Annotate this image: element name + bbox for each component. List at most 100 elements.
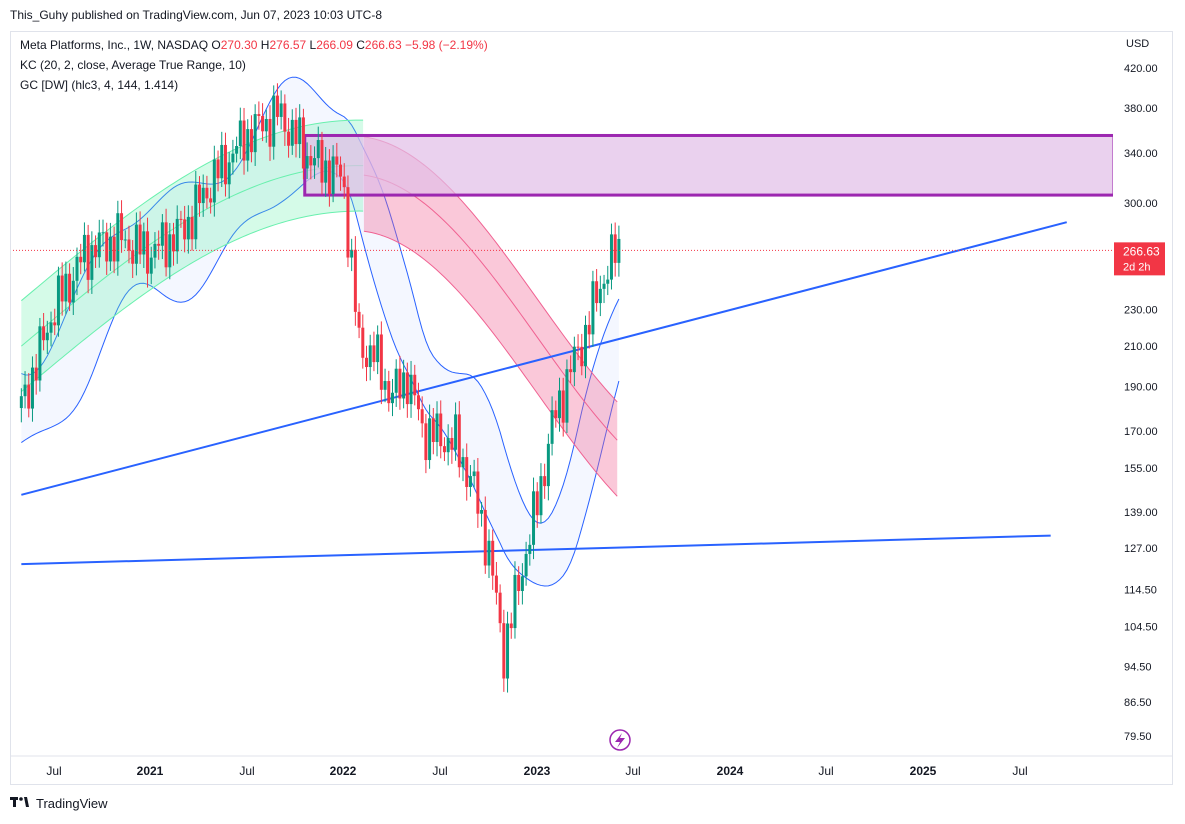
candle-body <box>587 324 591 335</box>
candle-body <box>561 390 565 423</box>
ohlc-low-label: L <box>309 38 317 52</box>
candle-body <box>413 374 417 396</box>
candle-body <box>34 367 38 381</box>
candle-body <box>242 120 246 161</box>
brand-name: TradingView <box>36 796 108 811</box>
candle-body <box>532 491 536 545</box>
y-tick-label: 300.00 <box>1124 198 1158 210</box>
candle-body <box>424 423 428 461</box>
y-tick-label: 340.00 <box>1124 148 1158 160</box>
candle-body <box>160 222 164 246</box>
y-tick-label: 170.00 <box>1124 426 1158 438</box>
gaussian-band-up-upper <box>21 119 364 302</box>
candle-body <box>457 414 461 468</box>
candle-body <box>476 471 480 514</box>
candle-body <box>387 381 391 404</box>
candle-body <box>394 368 398 393</box>
candle-body <box>465 457 469 487</box>
candle-body <box>138 224 142 255</box>
keltner-fill <box>21 77 619 586</box>
candle-body <box>205 187 209 199</box>
candle-body <box>576 346 580 348</box>
candle-body <box>257 114 261 116</box>
ohlc-high-label: H <box>260 38 270 52</box>
candle-body <box>546 443 550 487</box>
candle-body <box>602 283 606 289</box>
chart-frame <box>10 31 1173 785</box>
plot-area[interactable] <box>10 76 1114 693</box>
candle-body <box>175 218 179 252</box>
candle-body <box>327 160 331 194</box>
candle-body <box>261 115 265 132</box>
gc-indicator-label[interactable]: GC [DW] (hlc3, 4, 144, 1.414) <box>20 78 179 92</box>
candle-body <box>428 418 432 461</box>
candle-body <box>402 372 406 399</box>
candle-body <box>520 576 524 591</box>
candle-body <box>134 224 138 264</box>
trendline-2 <box>21 534 1051 566</box>
candle-body <box>272 95 276 147</box>
kc-indicator-label[interactable]: KC (20, 2, close, Average True Range, 10… <box>20 58 246 72</box>
y-tick-label: 230.00 <box>1124 305 1158 317</box>
candle-body <box>82 234 86 263</box>
x-tick-label: Jul <box>1012 764 1027 778</box>
candle-body <box>595 281 599 304</box>
x-tick-label: 2025 <box>910 764 937 778</box>
candle-body <box>53 322 57 326</box>
x-tick-label: 2021 <box>137 764 164 778</box>
candle-body <box>454 414 458 450</box>
candle-body <box>558 390 562 419</box>
candle-body <box>472 471 476 477</box>
candle-body <box>368 345 372 368</box>
candle-body <box>101 232 105 234</box>
candle-body <box>494 575 498 593</box>
candle-body <box>301 117 305 169</box>
candle-body <box>357 311 361 328</box>
symbol-title[interactable]: Meta Platforms, Inc., 1W, NASDAQ <box>20 38 209 52</box>
last-price-value: 266.63 <box>1123 244 1160 258</box>
candle-body <box>468 476 472 487</box>
candle-body <box>435 413 439 443</box>
y-tick-label: 114.50 <box>1124 585 1157 597</box>
candle-body <box>238 120 242 147</box>
candle-body <box>290 119 294 146</box>
candle-body <box>194 184 198 240</box>
bar-countdown: 2d 2h <box>1123 261 1151 273</box>
candle-body <box>220 144 224 179</box>
candle-body <box>120 213 124 241</box>
y-tick-label: 86.50 <box>1124 697 1152 709</box>
candle-body <box>298 117 302 145</box>
candle-body <box>90 245 94 280</box>
candle-body <box>45 332 49 341</box>
candle-body <box>446 437 450 453</box>
candle-body <box>390 392 394 404</box>
candle-body <box>79 256 83 263</box>
ohlc-close-label: C <box>356 38 365 52</box>
tradingview-logo-icon <box>10 796 32 811</box>
last-price-tag[interactable] <box>1114 242 1165 276</box>
candle-body <box>609 234 613 280</box>
candle-body <box>335 156 339 165</box>
candle-body <box>613 234 617 263</box>
candle-body <box>131 250 135 264</box>
candle-body <box>142 231 146 255</box>
candle-body <box>71 280 75 303</box>
x-tick-label: Jul <box>818 764 833 778</box>
candle-body <box>498 592 502 624</box>
candle-body <box>379 334 383 390</box>
candle-body <box>513 574 517 629</box>
candle-body <box>186 216 190 240</box>
tradingview-footer[interactable]: TradingView <box>10 796 108 811</box>
candle-body <box>450 437 454 450</box>
candle-body <box>461 457 465 468</box>
candle-body <box>583 324 587 367</box>
candle-body <box>591 281 595 335</box>
candle-body <box>227 162 231 185</box>
candle-body <box>491 540 495 576</box>
candle-body <box>535 491 539 516</box>
earnings-flash-icon[interactable] <box>609 729 631 751</box>
candle-body <box>216 159 220 179</box>
trendline-1 <box>21 221 1068 496</box>
y-tick-label: 420.00 <box>1124 63 1158 75</box>
